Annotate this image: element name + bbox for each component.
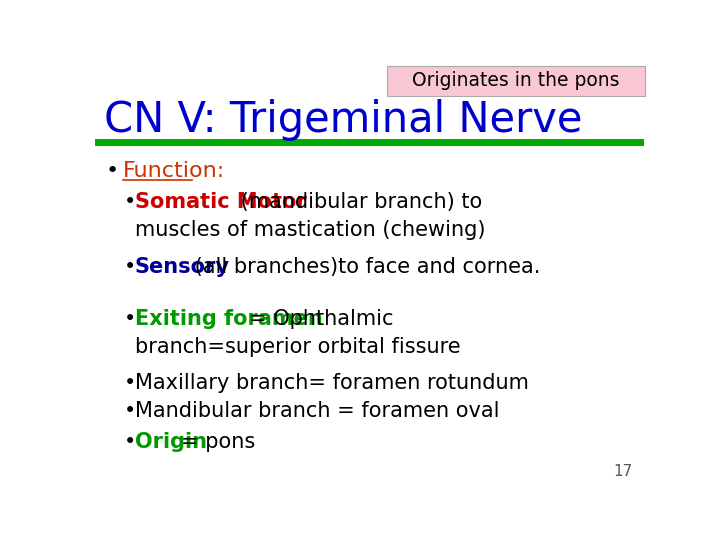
Text: Somatic Motor: Somatic Motor [135, 192, 307, 212]
FancyBboxPatch shape [387, 66, 645, 96]
Text: •: • [106, 161, 119, 181]
Text: •: • [124, 192, 136, 212]
Text: Mandibular branch = foramen oval: Mandibular branch = foramen oval [135, 401, 500, 421]
Text: Function:: Function: [122, 161, 225, 181]
Text: CN V: Trigeminal Nerve: CN V: Trigeminal Nerve [104, 99, 582, 141]
Text: muscles of mastication (chewing): muscles of mastication (chewing) [135, 220, 485, 240]
Text: •: • [124, 373, 136, 393]
Text: •: • [124, 432, 136, 452]
Text: •: • [124, 256, 136, 276]
Text: (all branches)to face and cornea.: (all branches)to face and cornea. [188, 256, 541, 276]
Text: Sensory: Sensory [135, 256, 230, 276]
Text: = pons: = pons [181, 432, 255, 452]
Text: (mandibular branch) to: (mandibular branch) to [234, 192, 482, 212]
Text: branch=superior orbital fissure: branch=superior orbital fissure [135, 336, 461, 356]
Text: = Ophthalmic: = Ophthalmic [249, 309, 393, 329]
Text: •: • [124, 401, 136, 421]
Text: Origin: Origin [135, 432, 207, 452]
Text: Originates in the pons: Originates in the pons [412, 71, 620, 91]
Text: •: • [124, 309, 136, 329]
Text: Exiting foramen: Exiting foramen [135, 309, 323, 329]
Text: 17: 17 [613, 464, 632, 479]
Text: Maxillary branch= foramen rotundum: Maxillary branch= foramen rotundum [135, 373, 528, 393]
